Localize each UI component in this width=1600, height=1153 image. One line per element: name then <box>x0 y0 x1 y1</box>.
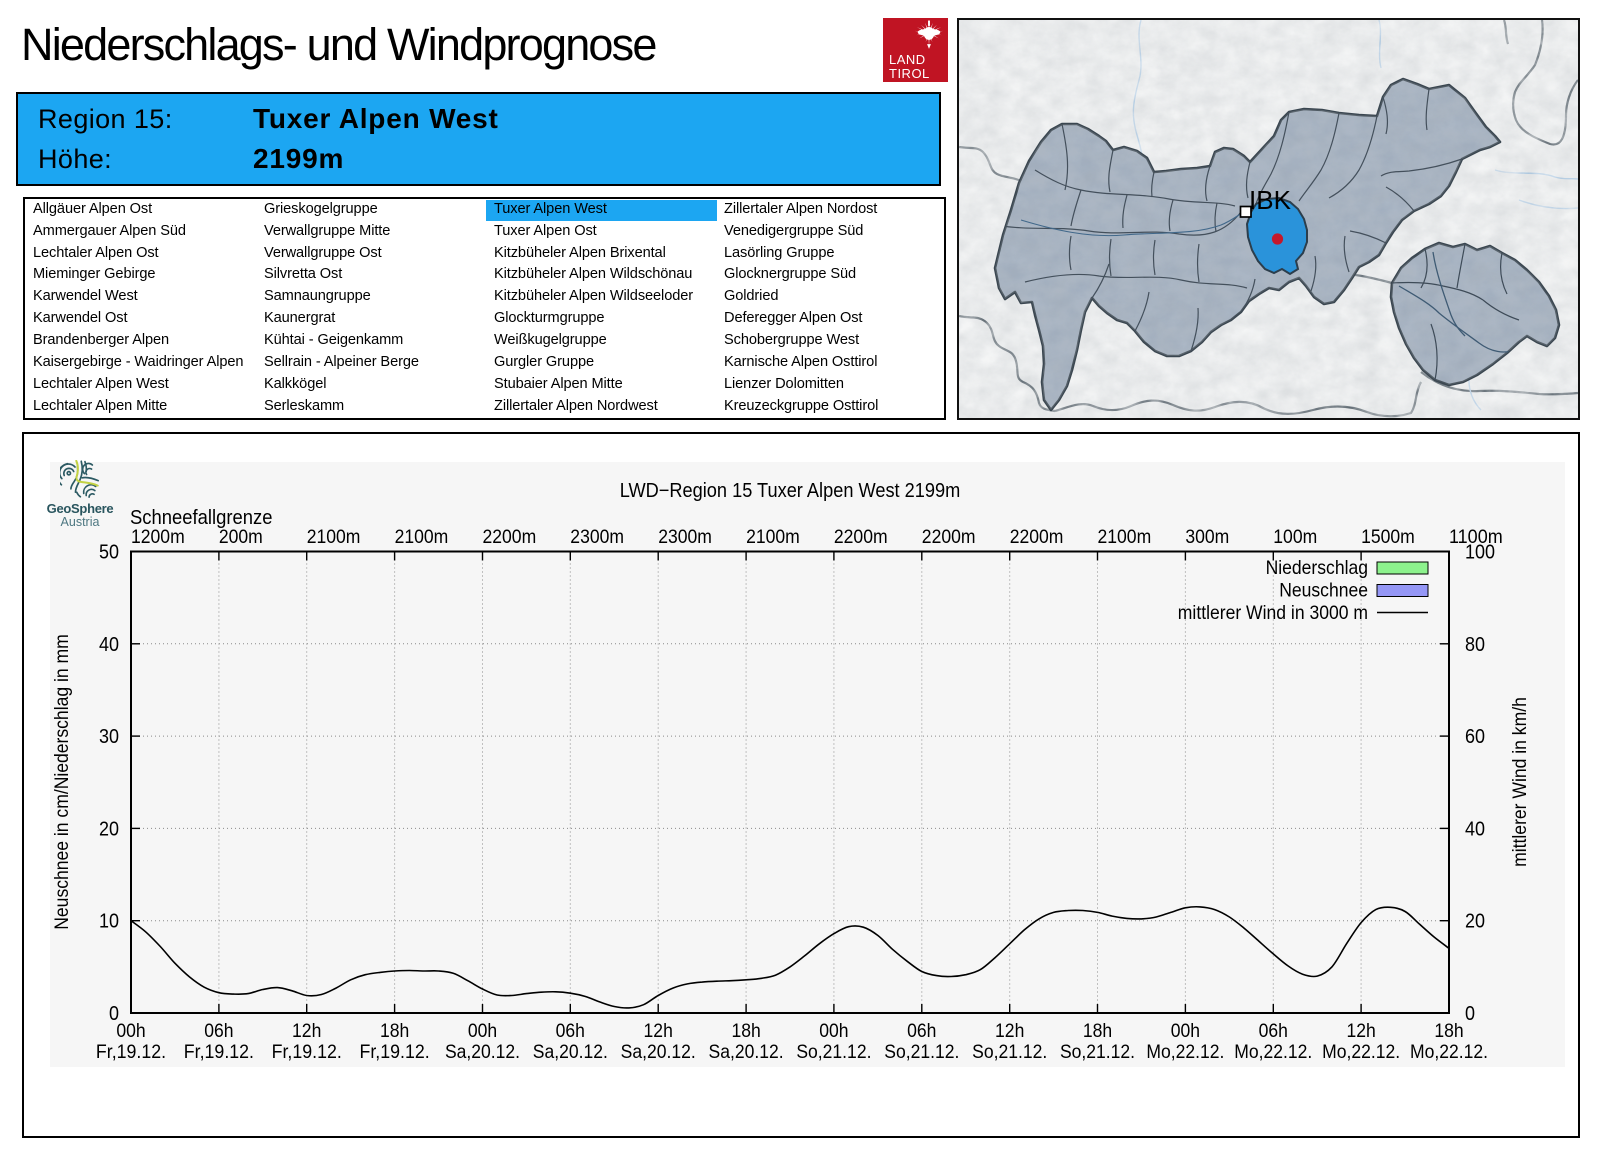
svg-text:00h: 00h <box>819 1020 848 1042</box>
svg-text:10: 10 <box>99 911 119 933</box>
svg-text:So,21.12.: So,21.12. <box>884 1041 959 1063</box>
svg-text:So,21.12.: So,21.12. <box>796 1041 871 1063</box>
svg-text:2200m: 2200m <box>922 526 976 548</box>
svg-text:300m: 300m <box>1185 526 1229 548</box>
svg-text:Mo,22.12.: Mo,22.12. <box>1234 1041 1312 1063</box>
svg-text:80: 80 <box>1465 634 1485 656</box>
svg-text:Mo,22.12.: Mo,22.12. <box>1410 1041 1488 1063</box>
svg-text:Mo,22.12.: Mo,22.12. <box>1322 1041 1400 1063</box>
svg-text:06h: 06h <box>1259 1020 1288 1042</box>
svg-text:18h: 18h <box>380 1020 409 1042</box>
svg-text:100: 100 <box>1465 542 1495 564</box>
svg-text:1200m: 1200m <box>131 526 185 548</box>
svg-text:mittlerer Wind in 3000 m: mittlerer Wind in 3000 m <box>1178 602 1368 624</box>
svg-text:Neuschnee in cm/Niederschlag i: Neuschnee in cm/Niederschlag in mm <box>51 634 73 930</box>
svg-text:40: 40 <box>1465 818 1485 840</box>
svg-text:06h: 06h <box>907 1020 936 1042</box>
svg-text:So,21.12.: So,21.12. <box>1060 1041 1135 1063</box>
svg-text:0: 0 <box>1465 1003 1475 1025</box>
svg-text:Fr,19.12.: Fr,19.12. <box>96 1041 166 1063</box>
svg-text:50: 50 <box>99 542 119 564</box>
svg-text:18h: 18h <box>1083 1020 1112 1042</box>
svg-text:12h: 12h <box>644 1020 673 1042</box>
svg-text:40: 40 <box>99 634 119 656</box>
svg-text:200m: 200m <box>219 526 263 548</box>
svg-text:00h: 00h <box>116 1020 145 1042</box>
svg-text:12h: 12h <box>292 1020 321 1042</box>
svg-text:06h: 06h <box>204 1020 233 1042</box>
svg-text:2200m: 2200m <box>483 526 537 548</box>
svg-text:Sa,20.12.: Sa,20.12. <box>445 1041 520 1063</box>
svg-text:2200m: 2200m <box>1010 526 1064 548</box>
svg-text:Sa,20.12.: Sa,20.12. <box>533 1041 608 1063</box>
svg-text:1500m: 1500m <box>1361 526 1415 548</box>
svg-text:IBK: IBK <box>1249 185 1292 215</box>
svg-text:60: 60 <box>1465 726 1485 748</box>
svg-text:Schneefallgrenze: Schneefallgrenze <box>130 506 273 529</box>
svg-text:20: 20 <box>1465 911 1485 933</box>
svg-text:100m: 100m <box>1273 526 1317 548</box>
svg-text:06h: 06h <box>556 1020 585 1042</box>
svg-text:LWD−Region 15 Tuxer Alpen West: LWD−Region 15 Tuxer Alpen West 2199m <box>620 480 961 502</box>
svg-text:2200m: 2200m <box>834 526 888 548</box>
svg-text:00h: 00h <box>1171 1020 1200 1042</box>
svg-text:18h: 18h <box>1434 1020 1463 1042</box>
svg-text:0: 0 <box>109 1003 119 1025</box>
svg-text:So,21.12.: So,21.12. <box>972 1041 1047 1063</box>
svg-text:00h: 00h <box>468 1020 497 1042</box>
svg-text:Fr,19.12.: Fr,19.12. <box>272 1041 342 1063</box>
svg-text:18h: 18h <box>731 1020 760 1042</box>
svg-text:2300m: 2300m <box>658 526 712 548</box>
svg-text:Sa,20.12.: Sa,20.12. <box>621 1041 696 1063</box>
svg-text:Mo,22.12.: Mo,22.12. <box>1146 1041 1224 1063</box>
svg-text:2100m: 2100m <box>1098 526 1152 548</box>
svg-text:12h: 12h <box>995 1020 1024 1042</box>
svg-text:2100m: 2100m <box>746 526 800 548</box>
svg-text:Fr,19.12.: Fr,19.12. <box>360 1041 430 1063</box>
svg-text:Sa,20.12.: Sa,20.12. <box>709 1041 784 1063</box>
svg-text:2300m: 2300m <box>570 526 624 548</box>
svg-text:30: 30 <box>99 726 119 748</box>
svg-text:Niederschlag: Niederschlag <box>1266 557 1368 579</box>
svg-text:Fr,19.12.: Fr,19.12. <box>184 1041 254 1063</box>
svg-text:20: 20 <box>99 818 119 840</box>
svg-text:2100m: 2100m <box>395 526 449 548</box>
svg-text:1100m: 1100m <box>1449 526 1503 548</box>
svg-text:2100m: 2100m <box>307 526 361 548</box>
svg-text:mittlerer Wind in km/h: mittlerer Wind in km/h <box>1509 697 1531 867</box>
svg-text:Neuschnee: Neuschnee <box>1279 580 1368 602</box>
svg-text:12h: 12h <box>1346 1020 1375 1042</box>
